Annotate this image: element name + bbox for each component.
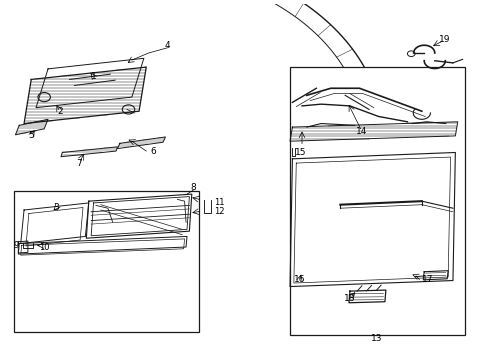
Text: 3: 3 — [53, 203, 59, 212]
Text: 15: 15 — [295, 148, 306, 157]
Text: 11: 11 — [214, 198, 224, 207]
Text: 7: 7 — [76, 158, 82, 167]
Bar — [15, 190, 199, 332]
Text: 19: 19 — [438, 35, 449, 44]
Text: 13: 13 — [370, 334, 381, 343]
Text: 5: 5 — [28, 131, 34, 140]
Text: 4: 4 — [164, 41, 170, 50]
Bar — [289, 67, 464, 335]
Text: 16: 16 — [293, 275, 305, 284]
Text: 9: 9 — [13, 241, 18, 250]
Text: 17: 17 — [421, 275, 432, 284]
Text: 12: 12 — [214, 207, 224, 216]
Text: 8: 8 — [190, 183, 196, 192]
Text: 1: 1 — [90, 72, 96, 81]
Text: 6: 6 — [150, 147, 156, 156]
Text: 2: 2 — [57, 107, 62, 116]
Text: 18: 18 — [344, 294, 355, 303]
Text: 10: 10 — [40, 243, 50, 252]
Text: 14: 14 — [355, 127, 367, 136]
